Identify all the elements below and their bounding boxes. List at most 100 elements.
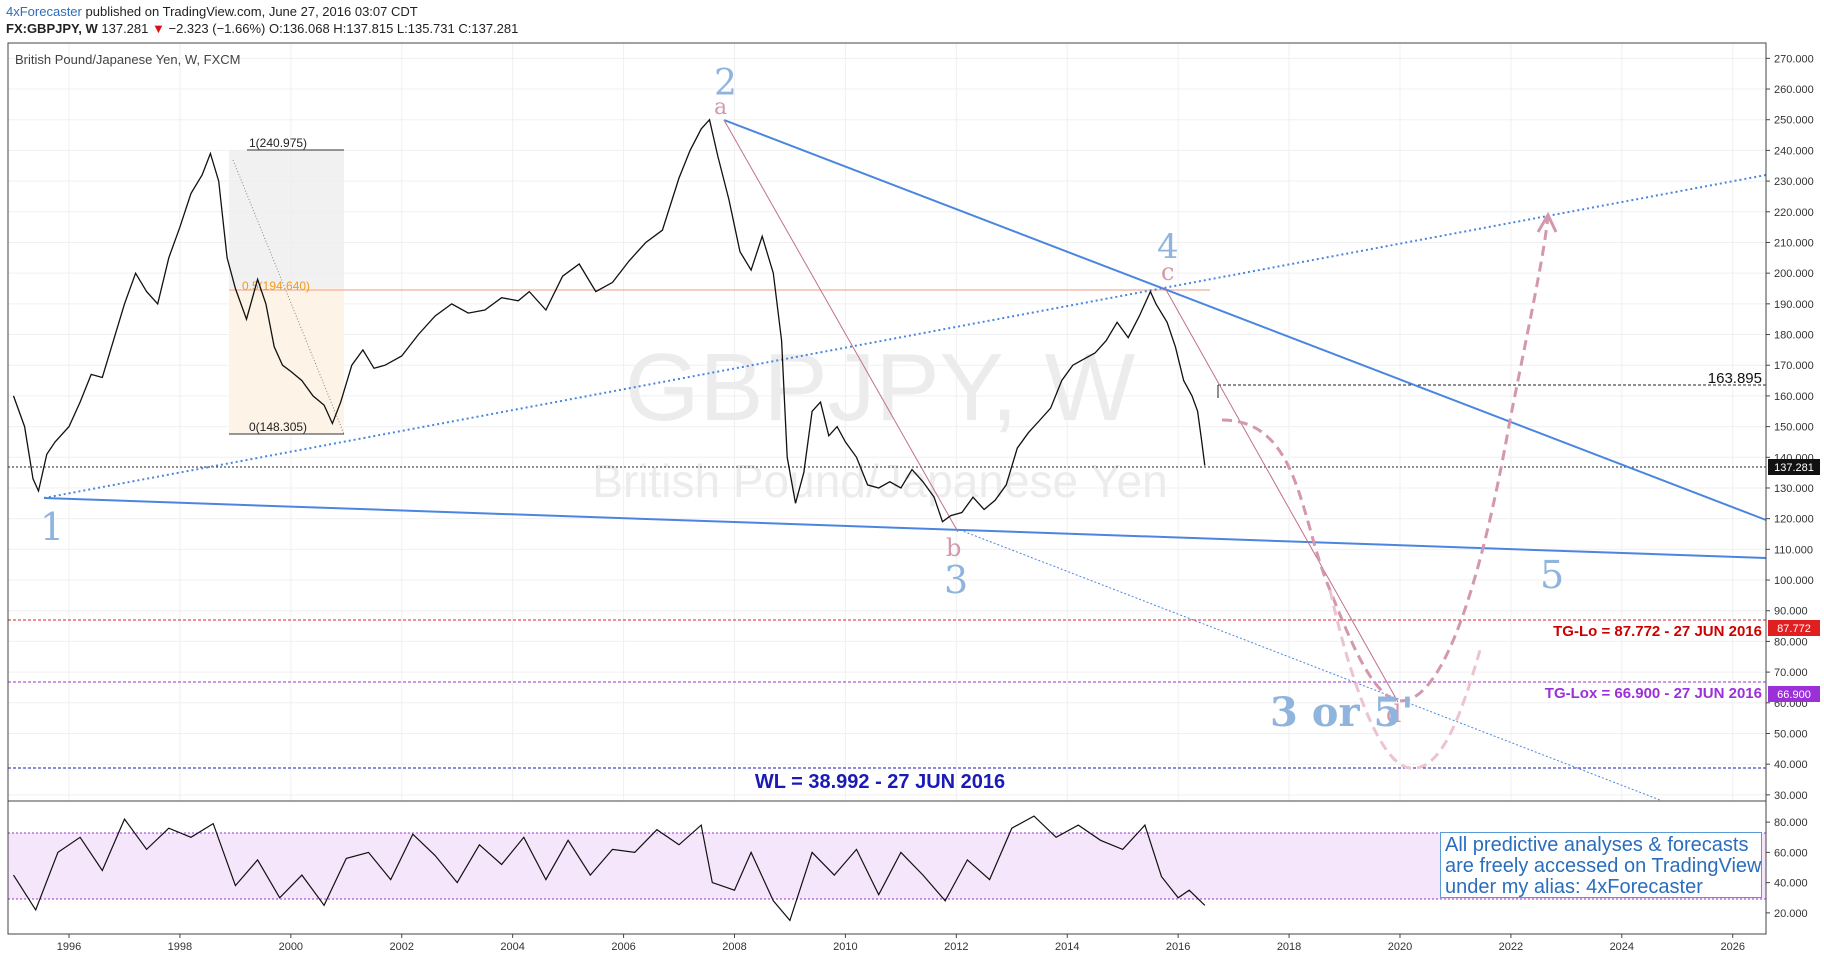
price-change: −2.323 (−1.66%) (168, 21, 266, 36)
info-line-2: are freely accessed on TradingView (1445, 855, 1762, 877)
rsi-axis: 20.000 40.000 60.000 80.000 (1766, 817, 1808, 920)
last-price-tag-text: 137.281 (1774, 462, 1814, 474)
x-tick-label: 2012 (944, 941, 968, 953)
x-tick-label: 2018 (1277, 941, 1301, 953)
chart-title: British Pound/Japanese Yen, W, FXCM (15, 52, 240, 67)
y-tick-label: 190.000 (1774, 299, 1814, 311)
symbol-watermark: GBPJPY, W (625, 334, 1136, 441)
instrument-watermark: British Pound/Japanese Yen (592, 455, 1167, 507)
x-tick-label: 1998 (168, 941, 192, 953)
x-tick-label: 2002 (390, 941, 414, 953)
fib-upper-zone (229, 150, 344, 288)
y-tick-label: 130.000 (1774, 483, 1814, 495)
ohlc-values: O:136.068 H:137.815 L:135.731 C:137.281 (268, 21, 519, 36)
x-tick-label: 2008 (722, 941, 746, 953)
y-tick-label: 220.000 (1774, 207, 1814, 219)
wave-label-1: 1 (40, 505, 64, 549)
quote-line: FX:GBPJPY, W 137.281 ▼ −2.323 (−1.66%) O… (6, 20, 1806, 37)
x-tick-label: 2010 (833, 941, 857, 953)
time-axis[interactable]: 1996 1998 2000 2002 2004 2006 2008 2010 2012 2014… (57, 934, 1745, 953)
x-tick-label: 2024 (1610, 941, 1634, 953)
y-tick-label: 260.000 (1774, 84, 1814, 96)
info-line-3: under my alias: 4xForecaster (1445, 876, 1703, 898)
dotted-trend-line (43, 174, 1767, 499)
wave-label-3-or-5: 3 or 5' (1270, 689, 1414, 736)
y-tick-label: 30.000 (1774, 790, 1808, 802)
wl-label: WL = 38.992 - 27 JUN 2016 (755, 771, 1005, 793)
rsi-tick-label: 20.000 (1774, 908, 1808, 920)
wave-label-5: 5 (1540, 553, 1564, 597)
rsi-tick-label: 80.000 (1774, 817, 1808, 829)
wave-label-a: a (714, 95, 727, 120)
info-callout: All predictive analyses & forecasts are … (1440, 832, 1762, 898)
y-tick-label: 160.000 (1774, 391, 1814, 403)
y-tick-label: 230.000 (1774, 176, 1814, 188)
x-tick-label: 2000 (279, 941, 303, 953)
projection-path-1 (1221, 214, 1550, 703)
y-tick-label: 150.000 (1774, 422, 1814, 434)
x-tick-label: 2026 (1720, 941, 1744, 953)
y-tick-label: 40.000 (1774, 759, 1808, 771)
wave-c-d-line (1164, 287, 1399, 703)
wave-label-3: 3 (944, 558, 968, 602)
tg-lo-tag-text: 87.772 (1777, 623, 1811, 635)
y-tick-label: 110.000 (1774, 544, 1813, 556)
rsi-line (12, 815, 1206, 922)
tg-lox-tag-text: 66.900 (1777, 689, 1811, 701)
symbol-label[interactable]: FX:GBPJPY, W (6, 21, 98, 36)
x-tick-label: 2014 (1055, 941, 1079, 953)
tg-lox-label: TG-Lox = 66.900 - 27 JUN 2016 (1545, 685, 1762, 702)
upper-channel-line (723, 119, 1767, 521)
publisher-line: 4xForecaster published on TradingView.co… (6, 3, 1806, 20)
fib-trend-line (232, 159, 345, 435)
wave-label-b: b (946, 534, 961, 562)
lower-channel-line (43, 497, 1767, 559)
tg-lox-tag (1768, 686, 1820, 702)
wave-label-c: c (1161, 258, 1174, 286)
y-tick-label: 180.000 (1774, 330, 1814, 342)
x-tick-label: 2016 (1166, 941, 1190, 953)
published-text: published on TradingView.com, June 27, 2… (85, 4, 418, 19)
y-tick-label: 210.000 (1774, 237, 1814, 249)
y-tick-label: 80.000 (1774, 636, 1808, 648)
info-line-1: All predictive analyses & forecasts (1445, 834, 1749, 856)
projection-arrowhead (1536, 211, 1558, 233)
wave-label-2: 2 (714, 63, 737, 104)
wave-label-4: 4 (1157, 227, 1179, 267)
wave-label-d: d (1386, 700, 1401, 728)
y-tick-label: 270.000 (1774, 53, 1814, 65)
y-tick-label: 100.000 (1774, 575, 1814, 587)
y-tick-label: 250.000 (1774, 115, 1814, 127)
projection-path-2 (1328, 589, 1482, 770)
y-tick-label: 200.000 (1774, 268, 1814, 280)
tg-lo-label: TG-Lo = 87.772 - 27 JUN 2016 (1553, 623, 1762, 640)
down-arrow-icon: ▼ (152, 21, 165, 36)
price-series-line (12, 118, 1206, 523)
last-price: 137.281 (101, 21, 149, 36)
x-tick-label: 2004 (500, 941, 524, 953)
y-tick-label: 70.000 (1774, 667, 1808, 679)
y-tick-label: 170.000 (1774, 360, 1814, 372)
x-tick-label: 2022 (1499, 941, 1523, 953)
chart-header: 4xForecaster published on TradingView.co… (6, 3, 1806, 37)
price-axis[interactable]: 30.00040.00050.00060.00070.00080.00090.0… (1766, 53, 1814, 802)
y-tick-label: 120.000 (1774, 514, 1814, 526)
dotted-lower-line (959, 529, 1661, 801)
fib-label-0: 0(148.305) (249, 420, 307, 434)
x-tick-label: 1996 (57, 941, 81, 953)
x-tick-label: 2020 (1388, 941, 1412, 953)
x-tick-label: 2006 (611, 941, 635, 953)
tg-lo-tag (1768, 620, 1820, 636)
level-163-label: 163.895 (1708, 370, 1762, 387)
fib-label-1: 1(240.975) (249, 136, 307, 150)
fib-label-0.5: 0.5(194.640) (242, 279, 310, 293)
author-link[interactable]: 4xForecaster (6, 4, 82, 19)
y-tick-label: 240.000 (1774, 145, 1814, 157)
rsi-tick-label: 60.000 (1774, 847, 1808, 859)
y-tick-label: 50.000 (1774, 728, 1808, 740)
y-tick-label: 90.000 (1774, 606, 1808, 618)
wave-a-b-line (723, 119, 959, 533)
last-price-tag (1768, 459, 1820, 475)
rsi-tick-label: 40.000 (1774, 878, 1808, 890)
